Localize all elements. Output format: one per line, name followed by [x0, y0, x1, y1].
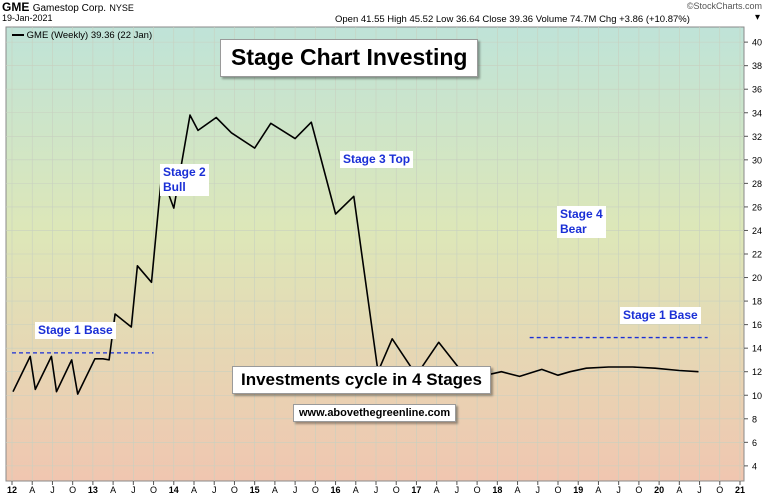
- x-tick-label: 20: [654, 485, 664, 495]
- chart-title-box: Stage Chart Investing: [220, 39, 479, 77]
- y-tick-label: 22: [752, 250, 762, 260]
- x-tick-label: J: [455, 485, 460, 495]
- chart-date: 19-Jan-2021: [2, 13, 53, 23]
- x-tick-label: 19: [573, 485, 583, 495]
- x-tick-label: A: [272, 485, 278, 495]
- x-tick-label: O: [393, 485, 400, 495]
- company-name: Gamestop Corp.: [32, 3, 107, 14]
- x-tick-label: O: [150, 485, 157, 495]
- y-tick-label: 26: [752, 202, 762, 212]
- x-tick-label: O: [312, 485, 319, 495]
- x-tick-label: A: [515, 485, 521, 495]
- y-tick-label: 4: [752, 461, 757, 471]
- legend-entry: GME (Weekly) 39.36 (22 Jan): [12, 30, 152, 41]
- stage2-line2: Bull: [163, 180, 186, 194]
- x-tick-label: J: [697, 485, 702, 495]
- x-tick-label: J: [131, 485, 136, 495]
- x-tick-label: 14: [169, 485, 179, 495]
- x-tick-label: A: [110, 485, 116, 495]
- x-tick-label: O: [716, 485, 723, 495]
- symbol: GME: [2, 0, 30, 14]
- y-tick-label: 40: [752, 38, 762, 48]
- stage1-right-label: Stage 1 Base: [620, 307, 701, 324]
- stage4-line2: Bear: [560, 222, 587, 236]
- x-tick-label: A: [676, 485, 682, 495]
- ohlc-readout: Open 41.55 High 45.52 Low 36.64 Close 39…: [335, 14, 690, 25]
- chevron-down-icon[interactable]: ▾: [754, 12, 760, 23]
- x-tick-label: O: [635, 485, 642, 495]
- x-tick-label: 12: [7, 485, 17, 495]
- x-tick-label: O: [554, 485, 561, 495]
- y-tick-label: 24: [752, 226, 762, 236]
- stage4-label: Stage 4 Bear: [557, 206, 606, 238]
- stage2-line1: Stage 2: [163, 165, 206, 179]
- stage2-label: Stage 2 Bull: [160, 164, 209, 196]
- stage4-line1: Stage 4: [560, 207, 603, 221]
- y-tick-label: 34: [752, 108, 762, 118]
- x-tick-label: 16: [331, 485, 341, 495]
- stage1-left-label: Stage 1 Base: [35, 322, 116, 339]
- y-tick-label: 14: [752, 344, 762, 354]
- exchange: NYSE: [109, 3, 134, 13]
- x-tick-label: J: [536, 485, 541, 495]
- y-tick-label: 18: [752, 297, 762, 307]
- x-tick-label: O: [69, 485, 76, 495]
- x-tick-label: 18: [492, 485, 502, 495]
- x-tick-label: 21: [735, 485, 745, 495]
- website-box: www.abovethegreenline.com: [293, 404, 457, 422]
- x-tick-label: 15: [250, 485, 260, 495]
- y-tick-label: 30: [752, 155, 762, 165]
- y-tick-label: 12: [752, 367, 762, 377]
- x-tick-label: J: [293, 485, 298, 495]
- x-tick-label: 17: [411, 485, 421, 495]
- stage3-label: Stage 3 Top: [340, 151, 414, 168]
- y-tick-label: 36: [752, 85, 762, 95]
- y-tick-label: 6: [752, 438, 757, 448]
- x-tick-label: A: [353, 485, 359, 495]
- subtitle-box: Investments cycle in 4 Stages: [232, 366, 491, 394]
- y-tick-label: 8: [752, 414, 757, 424]
- watermark: ©StockCharts.com: [686, 1, 762, 11]
- legend-text: GME (Weekly) 39.36 (22 Jan): [26, 30, 153, 41]
- x-tick-label: A: [29, 485, 35, 495]
- y-tick-label: 28: [752, 179, 762, 189]
- x-tick-label: A: [434, 485, 440, 495]
- y-tick-label: 20: [752, 273, 762, 283]
- series-line-gme: [12, 114, 699, 395]
- legend-swatch: [12, 34, 24, 37]
- x-tick-label: J: [50, 485, 55, 495]
- x-tick-label: O: [474, 485, 481, 495]
- x-tick-label: J: [374, 485, 379, 495]
- y-tick-label: 16: [752, 320, 762, 330]
- x-tick-label: J: [616, 485, 621, 495]
- x-tick-label: A: [595, 485, 601, 495]
- y-tick-label: 10: [752, 391, 762, 401]
- x-tick-label: 13: [88, 485, 98, 495]
- x-tick-label: J: [212, 485, 217, 495]
- x-tick-label: O: [231, 485, 238, 495]
- y-tick-label: 32: [752, 132, 762, 142]
- x-tick-label: A: [191, 485, 197, 495]
- y-tick-label: 38: [752, 61, 762, 71]
